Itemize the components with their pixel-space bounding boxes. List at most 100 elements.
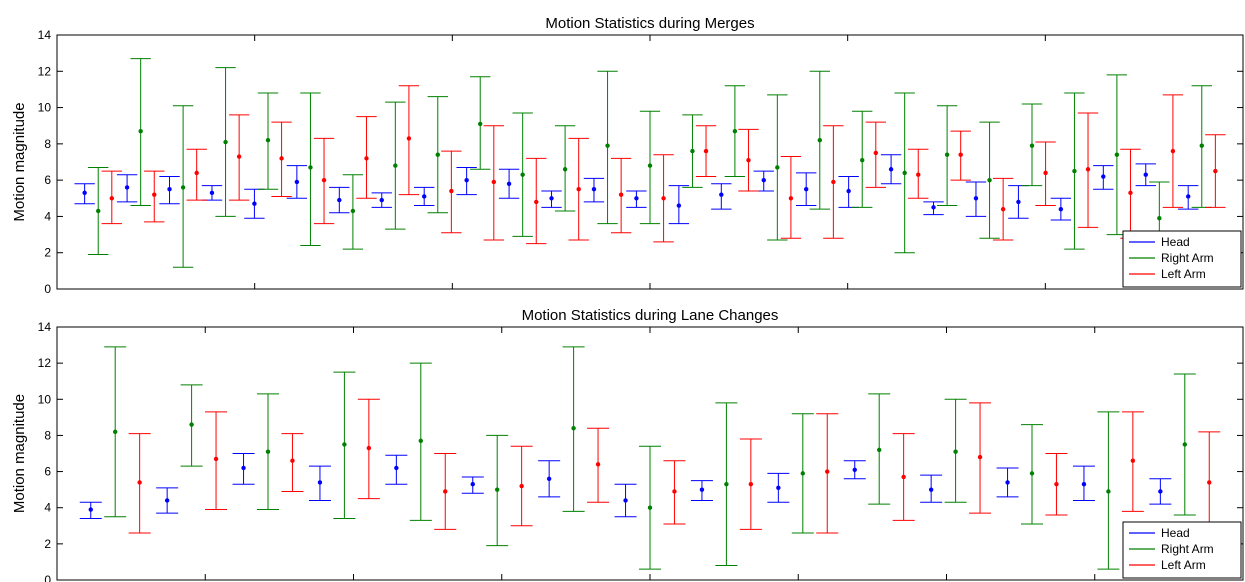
mean-point	[152, 192, 157, 197]
legend-label: Right Arm	[1161, 542, 1214, 556]
errorbar	[74, 183, 95, 205]
errorbar	[908, 148, 929, 199]
mean-point	[562, 167, 568, 172]
mean-point	[902, 170, 907, 176]
errorbar	[796, 172, 817, 207]
errorbar	[690, 480, 713, 501]
legend-label: Left Arm	[1161, 267, 1206, 281]
chart-title: Motion Statistics during Merges	[545, 15, 754, 32]
errorbar	[823, 125, 844, 239]
errorbar	[944, 398, 967, 503]
mean-point	[748, 482, 754, 487]
errorbar	[541, 190, 562, 208]
mean-point	[888, 167, 894, 172]
errorbar	[880, 154, 902, 185]
mean-point	[953, 449, 958, 454]
mean-point	[987, 177, 992, 183]
errorbar	[1035, 141, 1056, 207]
errorbar	[1121, 411, 1144, 512]
errorbar	[180, 384, 203, 467]
errorbar	[715, 402, 738, 567]
errorbar	[653, 154, 674, 243]
legend-label: Head	[1161, 235, 1190, 249]
mean-point	[831, 179, 836, 185]
errorbar	[562, 346, 585, 512]
mean-point	[776, 485, 781, 491]
errorbar	[1173, 373, 1196, 516]
errorbar	[498, 168, 520, 199]
mean-point	[180, 185, 186, 190]
mean-point	[520, 172, 525, 177]
mean-point	[194, 170, 199, 176]
errorbar	[1093, 165, 1114, 190]
errorbar	[979, 121, 1000, 239]
errorbar	[1097, 411, 1120, 570]
mean-point	[294, 179, 300, 185]
mean-point	[137, 480, 142, 485]
mean-point	[534, 199, 539, 205]
legend-box	[1122, 230, 1242, 288]
mean-point	[464, 177, 469, 183]
errorbar	[538, 460, 561, 498]
mean-point	[931, 205, 936, 210]
mean-point	[877, 447, 882, 453]
mean-point	[846, 188, 851, 194]
mean-point	[364, 156, 369, 161]
mean-point	[290, 458, 295, 463]
mean-point	[591, 187, 597, 192]
errorbar	[205, 411, 228, 511]
mean-point	[1072, 168, 1077, 174]
errorbar	[300, 92, 321, 246]
errorbar	[780, 156, 802, 239]
mean-point	[1130, 458, 1136, 463]
mean-point	[495, 487, 500, 492]
errorbar	[1064, 92, 1085, 250]
errorbar	[597, 70, 618, 225]
errorbar	[461, 476, 484, 494]
errorbar	[626, 190, 647, 208]
y-tick-label: 10	[38, 101, 52, 115]
errorbar	[1191, 85, 1212, 208]
mean-point	[418, 438, 423, 444]
mean-point	[1158, 489, 1163, 494]
errorbar	[965, 181, 987, 217]
mean-point	[916, 172, 921, 177]
mean-point	[213, 456, 219, 462]
errorbar	[663, 460, 686, 525]
mean-point	[88, 507, 93, 512]
errorbar	[695, 125, 717, 178]
errorbar	[156, 487, 179, 514]
mean-point	[944, 152, 950, 157]
mean-point	[1000, 206, 1006, 212]
mean-point	[546, 476, 552, 481]
mean-point	[1016, 199, 1021, 205]
mean-point	[394, 465, 399, 471]
mean-point	[873, 150, 879, 156]
mean-point	[164, 498, 170, 503]
errorbar	[483, 125, 504, 241]
y-tick-label: 12	[38, 64, 52, 78]
mean-point	[661, 196, 666, 201]
errorbar	[357, 398, 380, 500]
errorbar	[568, 137, 589, 241]
errorbar	[950, 130, 971, 181]
mean-point	[724, 482, 729, 487]
mean-point	[958, 152, 963, 157]
errorbar	[668, 185, 690, 225]
mean-point	[1085, 167, 1091, 172]
chart-title: Motion Statistics during Lane Changes	[522, 307, 779, 324]
mean-point	[96, 208, 101, 214]
mean-point	[124, 185, 130, 190]
errorbar	[281, 433, 304, 492]
mean-point	[928, 487, 934, 492]
errorbar	[342, 174, 364, 250]
mean-point	[800, 471, 805, 476]
mean-point	[732, 128, 738, 134]
errorbar	[333, 371, 356, 520]
errorbar	[865, 121, 886, 188]
mean-point	[1058, 206, 1064, 212]
y-tick-label: 6	[44, 465, 51, 479]
errorbar	[767, 472, 790, 503]
y-axis-label: Motion magnitude	[11, 102, 28, 221]
